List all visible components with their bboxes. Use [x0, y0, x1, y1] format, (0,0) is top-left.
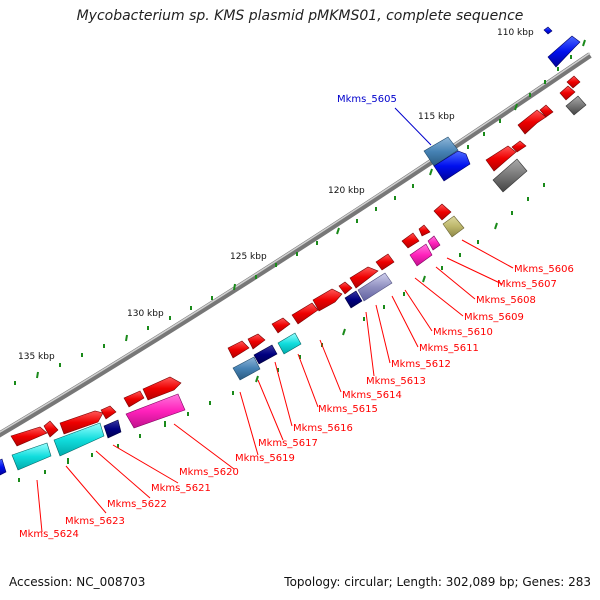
gene-feature-steel[interactable]: [232, 356, 261, 381]
gene-label-5612[interactable]: Mkms_5612: [391, 359, 451, 370]
gene-label-5615[interactable]: Mkms_5615: [318, 404, 378, 415]
gene-feature-magenta[interactable]: [409, 243, 433, 267]
gene-feature-blue[interactable]: [547, 35, 581, 68]
callout-lines: [36, 239, 514, 533]
gene-label-5622[interactable]: Mkms_5622: [107, 499, 167, 510]
gene-label-5608[interactable]: Mkms_5608: [476, 295, 536, 306]
gene-feature[interactable]: [433, 203, 452, 221]
gene-label-5610[interactable]: Mkms_5610: [433, 327, 493, 338]
gene-feature-navy[interactable]: [253, 344, 278, 365]
gene-feature[interactable]: [517, 109, 547, 135]
gene-label-5616[interactable]: Mkms_5616: [293, 423, 353, 434]
gene-label-5619[interactable]: Mkms_5619: [235, 453, 295, 464]
callout-line-5605: [394, 107, 432, 146]
forward-genes: [10, 75, 581, 447]
gene-feature-khaki[interactable]: [442, 215, 465, 238]
gene-feature[interactable]: [100, 405, 117, 420]
gene-feature[interactable]: [291, 302, 319, 325]
gene-feature[interactable]: [43, 420, 59, 438]
gene-label-5624[interactable]: Mkms_5624: [19, 529, 79, 540]
map-title: Mycobacterium sp. KMS plasmid pMKMS01, c…: [76, 8, 524, 24]
gene-feature[interactable]: [142, 376, 182, 401]
gene-label-5620[interactable]: Mkms_5620: [179, 467, 239, 478]
gene-feature[interactable]: [566, 75, 581, 89]
ruler-label-135: 135 kbp: [18, 352, 55, 362]
summary-text: Topology: circular; Length: 302,089 bp; …: [284, 575, 591, 589]
gene-feature[interactable]: [59, 410, 104, 435]
gene-label-5623[interactable]: Mkms_5623: [65, 516, 125, 527]
reverse-genes: [0, 95, 587, 476]
ruler-label-130: 130 kbp: [127, 309, 164, 319]
gene-feature[interactable]: [247, 333, 266, 350]
gene-label-5614[interactable]: Mkms_5614: [342, 390, 402, 401]
gene-label-5621[interactable]: Mkms_5621: [151, 483, 211, 494]
gene-feature-blue[interactable]: [543, 26, 553, 35]
gene-feature[interactable]: [312, 288, 343, 312]
outer-ticks: [14, 39, 586, 385]
gene-feature-navy[interactable]: [344, 290, 363, 309]
gene-feature-blue[interactable]: [0, 458, 7, 476]
gene-feature-magenta[interactable]: [427, 235, 441, 251]
gene-feature[interactable]: [559, 85, 576, 101]
gene-feature-gray[interactable]: [492, 158, 528, 193]
gene-label-5613[interactable]: Mkms_5613: [366, 376, 426, 387]
gene-feature-navy-light[interactable]: [357, 272, 393, 302]
gene-feature-navy[interactable]: [103, 419, 122, 439]
gene-feature[interactable]: [485, 145, 517, 172]
gene-feature[interactable]: [227, 340, 250, 359]
gene-label-5605[interactable]: Mkms_5605: [337, 94, 397, 105]
inner-ticks: [18, 183, 545, 482]
ruler-label-125: 125 kbp: [230, 252, 267, 262]
gene-feature-cyan[interactable]: [11, 442, 52, 471]
gene-feature[interactable]: [349, 266, 379, 289]
gene-feature-blue[interactable]: [433, 150, 471, 182]
gene-label-5606[interactable]: Mkms_5606: [514, 264, 574, 275]
gene-feature[interactable]: [271, 317, 291, 334]
gene-feature-gray[interactable]: [565, 95, 587, 116]
gene-feature-cyan[interactable]: [53, 422, 105, 457]
gene-label-5611[interactable]: Mkms_5611: [419, 343, 479, 354]
accession-text: Accession: NC_008703: [9, 575, 146, 589]
gene-feature[interactable]: [10, 426, 48, 447]
gene-label-5607[interactable]: Mkms_5607: [497, 279, 557, 290]
ruler-label-120: 120 kbp: [328, 186, 365, 196]
gene-labels: Mkms_5606 Mkms_5607 Mkms_5608 Mkms_5609 …: [19, 264, 574, 540]
gene-feature[interactable]: [539, 104, 554, 118]
gene-feature[interactable]: [418, 224, 431, 237]
gene-label-5609[interactable]: Mkms_5609: [464, 312, 524, 323]
gene-feature[interactable]: [401, 232, 420, 249]
ruler-label-110: 110 kbp: [497, 28, 534, 38]
gene-feature-cyan[interactable]: [277, 332, 302, 355]
ruler-label-115: 115 kbp: [418, 112, 455, 122]
gene-label-5617[interactable]: Mkms_5617: [258, 438, 318, 449]
gene-feature[interactable]: [375, 253, 395, 271]
gene-feature-steel[interactable]: [423, 136, 459, 167]
gene-feature[interactable]: [511, 140, 527, 153]
plasmid-backbone-highlight: [0, 52, 591, 433]
gene-feature[interactable]: [338, 281, 353, 295]
gene-feature-magenta[interactable]: [125, 393, 186, 429]
gene-feature[interactable]: [123, 390, 145, 408]
